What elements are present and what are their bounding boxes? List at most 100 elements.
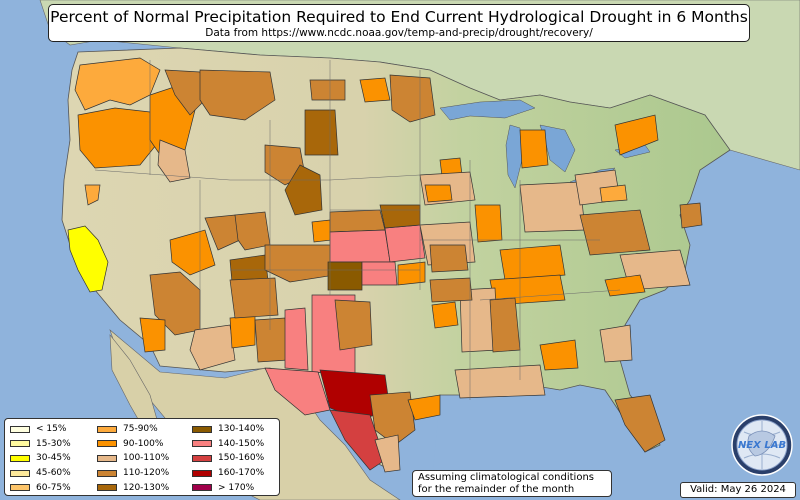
region-nm-orange bbox=[139, 317, 166, 353]
globe-icon bbox=[747, 430, 776, 457]
legend-label: 130-140% bbox=[218, 424, 265, 435]
legend-item: 160-170% bbox=[192, 466, 264, 481]
region-ga-lightbrown bbox=[599, 324, 633, 363]
region-ky-orange bbox=[499, 244, 566, 281]
region-ks-pink bbox=[329, 229, 391, 263]
note-line-1: Assuming climatological conditions bbox=[418, 472, 594, 483]
state-boundaries bbox=[94, 60, 621, 400]
legend-item: 140-150% bbox=[192, 437, 264, 452]
legend-swatch bbox=[10, 425, 30, 433]
note-line-2: for the remainder of the month bbox=[418, 484, 575, 495]
region-nd-brown bbox=[309, 79, 346, 101]
region-montana-brown bbox=[199, 69, 276, 121]
lake-michigan bbox=[505, 124, 523, 189]
legend-label: > 170% bbox=[218, 482, 255, 493]
legend-label: 15-30% bbox=[36, 438, 71, 449]
region-tx-orange bbox=[407, 394, 441, 421]
legend-swatch bbox=[192, 469, 212, 477]
region-tx-pink2 bbox=[264, 367, 331, 416]
drought-regions bbox=[67, 57, 703, 473]
legend-column-2: 75-90% 90-100% 100-110% 110-120% 120-130… bbox=[97, 422, 169, 495]
legend-item: 90-100% bbox=[97, 437, 169, 452]
region-ut-brown bbox=[234, 211, 271, 251]
legend-item: 120-130% bbox=[97, 480, 169, 495]
legend-label: 100-110% bbox=[123, 453, 170, 464]
region-nv-orange bbox=[84, 184, 101, 206]
region-nm-brown2 bbox=[229, 277, 279, 319]
region-ar-brown bbox=[429, 277, 473, 303]
legend-item: 15-30% bbox=[10, 437, 71, 452]
valid-date: Valid: May 26 2024 bbox=[680, 482, 796, 498]
region-idaho-brown bbox=[164, 69, 206, 116]
map-subtitle: Data from https://www.ncdc.noaa.gov/temp… bbox=[205, 27, 593, 39]
region-nm-orange2 bbox=[229, 315, 256, 349]
region-mo-brown bbox=[429, 244, 469, 273]
region-co-brown bbox=[264, 244, 336, 283]
region-il-orange bbox=[474, 204, 503, 243]
legend-label: 120-130% bbox=[123, 482, 170, 493]
region-ca-yellow bbox=[67, 225, 109, 293]
region-nd-orange bbox=[359, 77, 391, 103]
region-ne-orange bbox=[599, 184, 628, 203]
region-ks-darkbrown bbox=[329, 209, 386, 233]
region-ny-orange bbox=[614, 114, 659, 156]
legend-item: 75-90% bbox=[97, 422, 169, 437]
legend-column-1: < 15% 15-30% 30-45% 45-60% 60-75% bbox=[10, 422, 71, 495]
region-montana-lightbrown bbox=[157, 139, 191, 183]
legend-column-3: 130-140% 140-150% 150-160% 160-170% > 17… bbox=[192, 422, 264, 495]
logo-text: NEX LAB bbox=[738, 440, 786, 451]
legend-item: 130-140% bbox=[192, 422, 264, 437]
legend-swatch bbox=[192, 440, 212, 448]
region-la-orange bbox=[431, 301, 459, 329]
legend-swatch bbox=[97, 425, 117, 433]
legend-label: 110-120% bbox=[123, 468, 170, 479]
legend-swatch bbox=[192, 425, 212, 433]
region-minn-brown bbox=[389, 74, 436, 123]
legend-item: 110-120% bbox=[97, 466, 169, 481]
region-ia-orange bbox=[424, 184, 453, 203]
legend-swatch bbox=[97, 484, 117, 492]
region-tx-lightbrown bbox=[374, 434, 401, 473]
legend-label: 75-90% bbox=[123, 424, 158, 435]
region-ok-pink bbox=[361, 261, 398, 286]
legend-swatch bbox=[10, 469, 30, 477]
region-la-lightbrown bbox=[454, 364, 546, 399]
legend-label: 60-75% bbox=[36, 482, 71, 493]
region-nm-pink bbox=[284, 307, 309, 371]
region-fl-brown bbox=[614, 394, 666, 453]
region-ok-darkbrown bbox=[327, 261, 363, 291]
legend-item: 30-45% bbox=[10, 451, 71, 466]
lake-superior bbox=[439, 99, 536, 121]
region-al-orange bbox=[539, 339, 579, 371]
region-ks-pink2 bbox=[384, 224, 426, 263]
nexlab-logo: NEX LAB bbox=[731, 414, 793, 476]
region-me-brown bbox=[679, 202, 703, 229]
legend-swatch bbox=[192, 484, 212, 492]
region-ks-brown bbox=[379, 204, 421, 229]
region-nm-brown3 bbox=[254, 317, 289, 363]
region-ms-brown bbox=[489, 297, 521, 353]
legend-swatch bbox=[192, 454, 212, 462]
legend-label: 150-160% bbox=[218, 453, 265, 464]
region-az-orange bbox=[169, 229, 216, 276]
legend-item: 150-160% bbox=[192, 451, 264, 466]
region-co-orange bbox=[311, 219, 333, 243]
legend-label: 160-170% bbox=[218, 468, 265, 479]
legend-label: 30-45% bbox=[36, 453, 71, 464]
legend-swatch bbox=[10, 454, 30, 462]
legend-item: 45-60% bbox=[10, 466, 71, 481]
legend: < 15% 15-30% 30-45% 45-60% 60-75% 75-90%… bbox=[4, 418, 280, 496]
legend-label: < 15% bbox=[36, 424, 67, 435]
legend-item: > 170% bbox=[192, 480, 264, 495]
legend-item: 60-75% bbox=[10, 480, 71, 495]
legend-label: 45-60% bbox=[36, 468, 71, 479]
region-az-lightbrown bbox=[189, 324, 236, 371]
title-box: Percent of Normal Precipitation Required… bbox=[48, 4, 750, 42]
region-tx-midred bbox=[329, 409, 386, 471]
region-tx-brown2 bbox=[369, 391, 416, 446]
legend-swatch bbox=[97, 469, 117, 477]
mexico-region bbox=[109, 329, 401, 500]
legend-label: 90-100% bbox=[123, 438, 164, 449]
legend-swatch bbox=[10, 440, 30, 448]
